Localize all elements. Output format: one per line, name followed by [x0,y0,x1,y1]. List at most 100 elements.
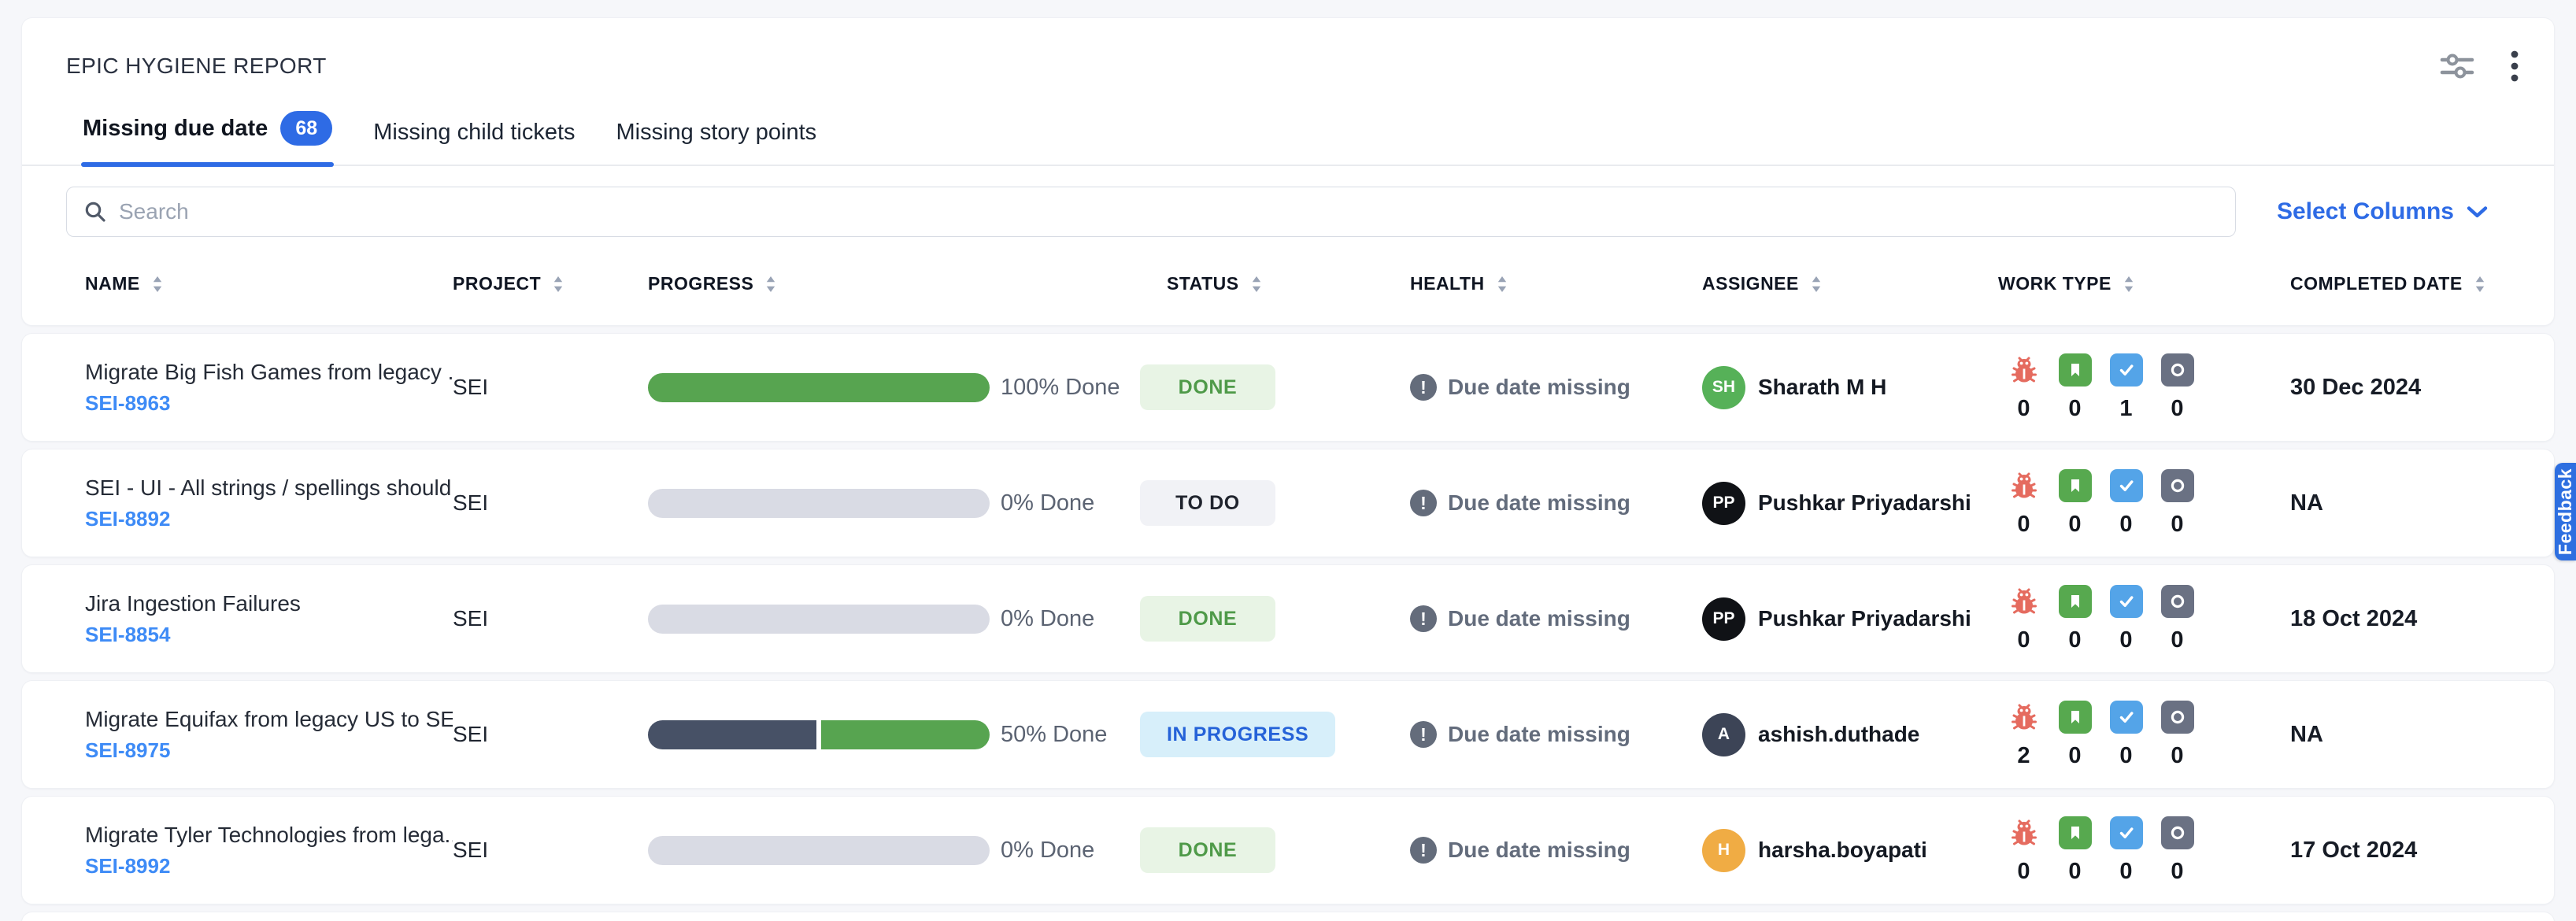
sort-icon [2475,276,2484,292]
report-card: EPIC HYGIENE REPORT [21,17,2555,326]
sort-icon [153,276,161,292]
other-count: 0 [2171,511,2184,537]
other-count: 0 [2171,742,2184,768]
table-row: Jira Ingestion Failures SEI-8854 SEI 0% … [21,564,2555,673]
completed-date-cell: NA [2290,721,2323,747]
task-icon [2109,816,2143,849]
project-cell: SEI [453,606,489,631]
tab-missing-due-date[interactable]: Missing due date 68 [81,103,335,167]
story-icon [2058,468,2092,502]
column-header-project[interactable]: PROJECT [453,273,648,294]
next-row-partial [21,912,2555,921]
kebab-menu-button[interactable] [2510,50,2519,83]
story-icon [2058,816,2092,849]
status-badge: DONE [1140,596,1275,642]
status-badge: IN PROGRESS [1140,712,1336,757]
other-work-type-icon [2160,353,2194,387]
avatar: PP [1702,481,1745,525]
task-icon [2109,468,2143,502]
sort-icon [1497,276,1506,292]
completed-date-cell: 30 Dec 2024 [2290,374,2422,400]
search-input[interactable] [66,187,2236,237]
table-header-row: NAME PROJECT PROGRESS STATUS HEALTH ASSI… [22,273,2554,294]
work-type-cell: 2 0 0 0 [1998,700,2290,769]
column-header-completed-date[interactable]: COMPLETED DATE [2290,273,2522,294]
status-badge: TO DO [1140,480,1275,526]
work-type-cell: 0 0 1 0 [1998,353,2290,422]
status-badge: DONE [1140,827,1275,873]
health-text: Due date missing [1448,722,1630,746]
column-header-assignee[interactable]: ASSIGNEE [1702,273,1998,294]
bug-icon [2011,588,2037,615]
bug-count: 0 [2017,627,2030,653]
sort-icon [553,276,563,292]
story-count: 0 [2068,858,2082,884]
tab-count-badge: 68 [280,111,333,146]
task-count: 0 [2119,627,2133,653]
tab-label: Missing child tickets [373,120,576,145]
chevron-down-icon [2467,205,2488,217]
story-count: 0 [2068,395,2082,421]
completed-date-cell: 17 Oct 2024 [2290,837,2418,863]
tab-missing-child-tickets[interactable]: Missing child tickets [372,112,576,165]
task-icon [2109,700,2143,734]
search-icon [85,202,105,222]
assignee-name: ashish.duthade [1758,722,1920,746]
ticket-name: Jira Ingestion Failures [85,590,301,616]
ticket-key-link[interactable]: SEI-8963 [85,390,171,415]
story-icon [2058,584,2092,618]
column-header-name[interactable]: NAME [85,273,453,294]
task-count: 0 [2119,742,2133,768]
task-count: 0 [2119,511,2133,537]
assignee-name: Pushkar Priyadarshi [1758,490,1971,515]
project-cell: SEI [453,838,489,862]
alert-icon: ! [1410,721,1437,748]
task-icon [2109,584,2143,618]
tab-missing-story-points[interactable]: Missing story points [615,112,819,165]
story-count: 0 [2068,627,2082,653]
project-cell: SEI [453,722,489,746]
feedback-tab[interactable]: Feedback [2555,463,2576,560]
filters-button[interactable] [2439,52,2475,80]
other-count: 0 [2171,395,2184,421]
progress-label: 0% Done [1001,490,1095,516]
ticket-name: SEI - UI - All strings / spellings shoul… [85,475,453,500]
other-count: 0 [2171,858,2184,884]
alert-icon: ! [1410,490,1437,516]
story-icon [2058,353,2092,387]
table-row: SEI - UI - All strings / spellings shoul… [21,449,2555,557]
sort-icon [2124,276,2133,292]
health-text: Due date missing [1448,606,1630,631]
task-count: 1 [2119,395,2133,421]
column-header-health[interactable]: HEALTH [1410,273,1702,294]
work-type-cell: 0 0 0 0 [1998,816,2290,885]
alert-icon: ! [1410,605,1437,632]
bug-icon [2011,704,2037,731]
status-badge: DONE [1140,364,1275,410]
select-columns-button[interactable]: Select Columns [2277,198,2488,225]
column-header-status[interactable]: STATUS [1167,273,1410,294]
task-count: 0 [2119,858,2133,884]
completed-date-cell: 18 Oct 2024 [2290,605,2418,631]
other-count: 0 [2171,627,2184,653]
work-type-cell: 0 0 0 0 [1998,584,2290,653]
table-row: Migrate Tyler Technologies from lega... … [21,796,2555,904]
progress-label: 0% Done [1001,837,1095,863]
column-header-progress[interactable]: PROGRESS [648,273,1167,294]
ticket-key-link[interactable]: SEI-8892 [85,506,171,531]
story-icon [2058,700,2092,734]
sort-icon [1252,276,1260,292]
page-title: EPIC HYGIENE REPORT [66,54,327,78]
ticket-key-link[interactable]: SEI-8975 [85,738,171,762]
progress-bar [648,835,990,865]
assignee-name: harsha.boyapati [1758,838,1927,862]
ticket-name: Migrate Equifax from legacy US to SE... [85,706,453,731]
table-row: Migrate Equifax from legacy US to SE... … [21,680,2555,789]
kebab-menu-icon [2511,50,2519,82]
project-cell: SEI [453,375,489,399]
ticket-key-link[interactable]: SEI-8992 [85,853,171,878]
assignee-name: Sharath M H [1758,375,1887,399]
column-header-work-type[interactable]: WORK TYPE [1998,273,2290,294]
ticket-key-link[interactable]: SEI-8854 [85,622,171,646]
bug-icon [2011,357,2037,383]
